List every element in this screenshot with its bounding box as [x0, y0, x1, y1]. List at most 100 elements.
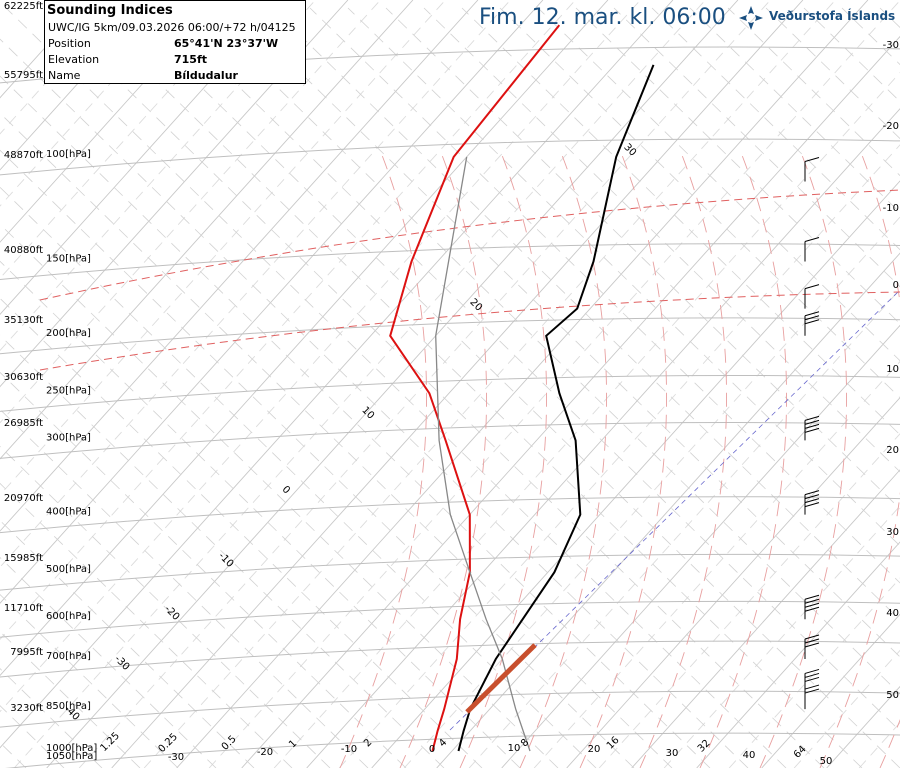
- bottom-tick-label: -20: [257, 747, 273, 758]
- wind-barb: [804, 415, 820, 441]
- right-axis-tick-label: 40: [886, 608, 899, 619]
- mixing-ratio-line: [663, 505, 900, 768]
- dry-adiabat-line: [385, 7, 900, 510]
- isotherm-line: [241, 35, 900, 768]
- dry-adiabat-line: [575, 7, 900, 325]
- info-value-elevation: 715ft: [174, 53, 208, 66]
- bottom-tick-label: 16: [605, 735, 622, 752]
- moist-adiabat-line: [339, 149, 427, 768]
- dry-adiabat-line: [537, 7, 900, 362]
- parcel-surface-segment: [465, 643, 537, 714]
- info-value-name: Bíldudalur: [174, 69, 238, 82]
- isobar-line: [0, 553, 900, 591]
- reference-line: [449, 289, 900, 731]
- altitude-tick-label: 3230ft: [10, 703, 43, 714]
- info-title: Sounding Indices: [47, 3, 173, 18]
- mixing-ratio-line: [78, 0, 771, 768]
- dry-adiabat-line: [233, 7, 900, 658]
- moist-adiabat-line: [699, 149, 787, 768]
- right-axis-tick-label: 50: [886, 690, 899, 701]
- temperature-series: [457, 64, 655, 752]
- mixing-ratio-line: [143, 0, 836, 768]
- info-label-name: Name: [48, 69, 81, 82]
- bottom-tick-label: 2: [362, 737, 374, 749]
- pressure-tick-label: 1000[hPa]: [46, 743, 97, 754]
- altitude-tick-label: 7995ft: [10, 647, 43, 658]
- isotherm-line: [111, 0, 804, 768]
- isotherm-line: [0, 0, 349, 388]
- altitude-tick-label: 11710ft: [4, 603, 43, 614]
- mixing-ratio-line: [338, 144, 900, 768]
- isotherm-line: [566, 396, 900, 768]
- altitude-tick-label: 40880ft: [4, 245, 43, 256]
- dry-adiabat-line: [613, 7, 900, 288]
- bottom-tick-label: -30: [168, 752, 184, 763]
- isotherm-value-label: 0: [280, 484, 292, 496]
- isotherm-line: [631, 469, 900, 768]
- moist-adiabat-line: [579, 149, 667, 768]
- right-axis-tick-label: 0: [893, 280, 899, 291]
- wind-barb: [804, 284, 820, 309]
- mixing-ratio-line: [0, 0, 641, 713]
- isobar-line: [0, 317, 900, 355]
- dry-adiabat-line: [651, 7, 900, 251]
- altitude-tick-label: 30630ft: [4, 372, 43, 383]
- isotherm-line: [826, 685, 900, 768]
- wind-barb: [804, 311, 820, 336]
- isobar-line: [0, 496, 900, 534]
- bottom-tick-label: 32: [696, 738, 713, 755]
- moist-adiabat-line: [519, 149, 607, 768]
- dry-adiabat-line: [0, 297, 483, 768]
- isobar-line: [0, 138, 900, 176]
- isotherm-line: [696, 541, 900, 768]
- bottom-tick-label: 8: [519, 737, 531, 749]
- dry-adiabat-line: [0, 594, 179, 768]
- altitude-tick-label: 62225ft: [4, 1, 43, 12]
- wind-barb: [804, 490, 820, 515]
- bottom-tick-label: -10: [341, 744, 357, 755]
- mixing-ratio-line: [0, 0, 446, 496]
- dry-adiabat-line: [689, 7, 900, 214]
- isotherm-line: [0, 0, 674, 749]
- isobar-line: [0, 690, 900, 728]
- dry-adiabat-line: [0, 149, 635, 768]
- right-axis-tick-label: -30: [883, 40, 899, 51]
- isotherm-value-label: 30: [621, 142, 638, 159]
- right-axis-tick-label: -20: [883, 121, 899, 132]
- isobar-line: [5, 732, 900, 768]
- isotherm-line: [0, 0, 544, 604]
- dry-adiabat-line: [81, 7, 863, 768]
- right-axis-tick-label: 10: [886, 364, 899, 375]
- isotherm-line: [0, 0, 219, 243]
- isobar-line: [0, 640, 900, 678]
- isotherm-value-label: 20: [467, 297, 484, 314]
- dry-adiabat-line: [0, 334, 445, 768]
- wind-barb: [804, 634, 820, 659]
- isotherm-line: [0, 0, 284, 316]
- moist-adiabat-line: [399, 149, 487, 768]
- altitude-tick-label: 20970ft: [4, 493, 43, 504]
- altitude-tick-label: 15985ft: [4, 553, 43, 564]
- isotherm-value-label: -10: [216, 551, 235, 570]
- isobar-line: [0, 422, 900, 459]
- pressure-tick-label: 250[hPa]: [46, 385, 91, 396]
- bottom-tick-label: 40: [743, 750, 756, 761]
- parcel-series: [435, 156, 531, 752]
- dry-adiabat-line: [271, 7, 900, 621]
- altitude-tick-label: 35130ft: [4, 315, 43, 326]
- isotherm-line: [436, 252, 900, 768]
- dry-adiabat-line: [0, 112, 673, 768]
- dry-adiabat-line: [0, 482, 293, 768]
- dry-adiabat-line: [0, 38, 749, 768]
- bottom-tick-label: 0: [429, 744, 435, 755]
- dry-adiabat-line: [309, 7, 900, 584]
- wind-barb: [804, 157, 820, 182]
- isotherm-line: [0, 0, 414, 460]
- sounding-info-box: Sounding Indices UWC/IG 5km/09.03.2026 0…: [44, 0, 306, 84]
- isotherm-line: [371, 180, 900, 768]
- isobar-line: [0, 600, 900, 638]
- dry-adiabat-line: [461, 7, 900, 436]
- mixing-ratio-line: [598, 433, 900, 768]
- mixing-ratio-line: [533, 360, 900, 768]
- info-label-position: Position: [48, 37, 91, 50]
